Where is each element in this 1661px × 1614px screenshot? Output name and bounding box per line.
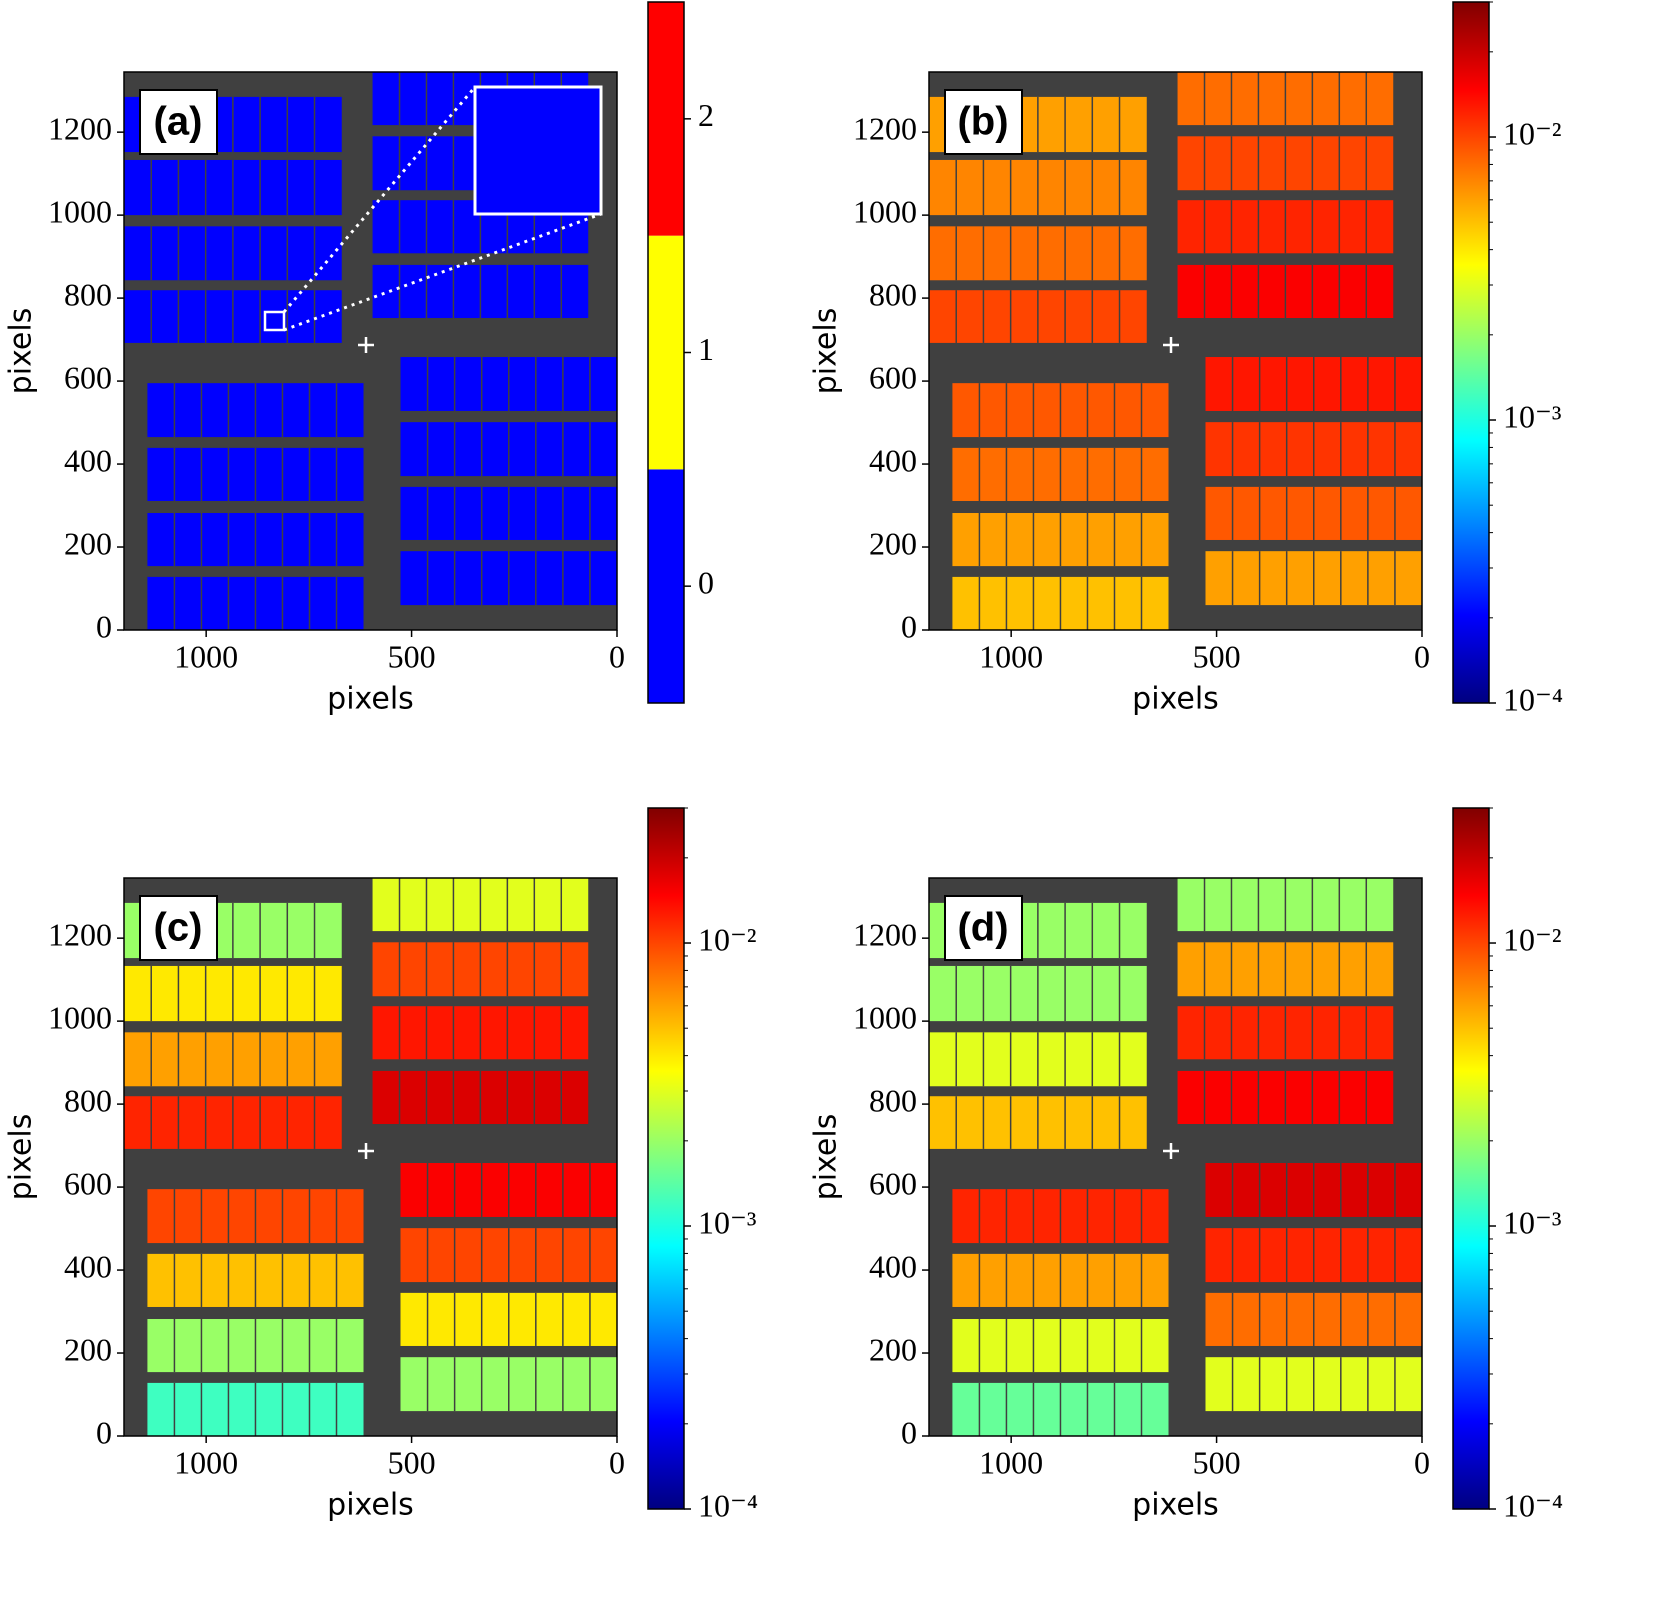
colorbar-tick-label: 10⁻² xyxy=(1503,921,1561,957)
beam-center xyxy=(1163,1143,1179,1159)
colorbar xyxy=(1453,2,1489,703)
y-axis-label: pixels xyxy=(809,308,844,395)
y-tick-label: 0 xyxy=(96,1414,112,1450)
panel-label-box xyxy=(944,89,1023,155)
x-tick-label: 1000 xyxy=(979,1444,1043,1480)
y-axis-label: pixels xyxy=(4,308,39,395)
x-tick-label: 0 xyxy=(1414,1444,1430,1480)
x-tick-label: 1000 xyxy=(174,1444,238,1480)
y-tick-label: 1200 xyxy=(48,110,112,146)
y-tick-label: 0 xyxy=(901,608,917,644)
y-tick-label: 0 xyxy=(96,608,112,644)
panel-label: (c) xyxy=(154,906,203,950)
inset-source xyxy=(263,310,286,332)
colorbar-frame xyxy=(1452,1,1490,704)
x-axis-label: pixels xyxy=(327,682,414,717)
colorbar-tick-label: 10⁻³ xyxy=(698,1204,756,1240)
x-tick-label: 0 xyxy=(609,1444,625,1480)
inset xyxy=(473,85,603,216)
y-tick-label: 400 xyxy=(869,1248,917,1284)
inset-connector xyxy=(282,86,602,332)
x-tick-label: 0 xyxy=(1414,638,1430,674)
panel-label-box xyxy=(944,895,1023,961)
y-tick-label: 800 xyxy=(869,276,917,312)
y-tick-label: 1000 xyxy=(853,193,917,229)
plot-frame xyxy=(928,71,1423,631)
plot-frame xyxy=(123,71,618,631)
colorbar-segment xyxy=(648,469,684,703)
panel-label-box xyxy=(139,89,218,155)
y-tick-label: 1000 xyxy=(48,193,112,229)
y-tick-label: 1200 xyxy=(48,916,112,952)
x-axis-label: pixels xyxy=(1132,1488,1219,1523)
beam-center xyxy=(358,1143,374,1159)
panel-label: (b) xyxy=(957,100,1008,144)
y-tick-label: 400 xyxy=(64,1248,112,1284)
y-tick-label: 600 xyxy=(64,359,112,395)
y-tick-label: 1200 xyxy=(853,110,917,146)
panel-label: (d) xyxy=(957,906,1008,950)
colorbar-tick-label: 10⁻⁴ xyxy=(1503,1487,1563,1523)
y-tick-label: 600 xyxy=(869,1165,917,1201)
plot-frame xyxy=(928,877,1423,1437)
beam-center xyxy=(1163,337,1179,353)
colorbar-tick-label: 1 xyxy=(698,331,714,367)
y-axis-label: pixels xyxy=(809,1114,844,1201)
y-tick-label: 800 xyxy=(64,276,112,312)
panel-label: (a) xyxy=(154,100,203,144)
y-tick-label: 400 xyxy=(64,442,112,478)
colorbar xyxy=(1453,808,1489,1509)
y-tick-label: 200 xyxy=(64,1331,112,1367)
y-tick-label: 1000 xyxy=(48,999,112,1035)
y-tick-label: 1200 xyxy=(853,916,917,952)
y-tick-label: 200 xyxy=(869,525,917,561)
y-tick-label: 600 xyxy=(869,359,917,395)
colorbar-segment xyxy=(648,235,684,470)
colorbar-frame xyxy=(647,807,685,1510)
colorbar-tick-label: 10⁻³ xyxy=(1503,1204,1561,1240)
y-axis-label: pixels xyxy=(4,1114,39,1201)
x-tick-label: 0 xyxy=(609,638,625,674)
x-tick-label: 1000 xyxy=(979,638,1043,674)
colorbar-tick-label: 10⁻⁴ xyxy=(1503,681,1563,717)
x-axis-label: pixels xyxy=(1132,682,1219,717)
y-tick-label: 800 xyxy=(869,1082,917,1118)
y-tick-label: 0 xyxy=(901,1414,917,1450)
y-tick-label: 800 xyxy=(64,1082,112,1118)
colorbar-tick-label: 10⁻⁴ xyxy=(698,1487,758,1523)
y-tick-label: 600 xyxy=(64,1165,112,1201)
x-tick-label: 1000 xyxy=(174,638,238,674)
colorbar-tick-label: 10⁻² xyxy=(1503,115,1561,151)
colorbar-frame xyxy=(1452,807,1490,1510)
panel-label-box xyxy=(139,895,218,961)
beam-center xyxy=(358,337,374,353)
x-tick-label: 500 xyxy=(388,1444,436,1480)
x-tick-label: 500 xyxy=(388,638,436,674)
y-tick-label: 200 xyxy=(869,1331,917,1367)
colorbar-tick-label: 10⁻² xyxy=(698,921,756,957)
colorbar-tick-label: 2 xyxy=(698,97,714,133)
colorbar-segment xyxy=(648,2,684,236)
y-tick-label: 200 xyxy=(64,525,112,561)
x-tick-label: 500 xyxy=(1193,638,1241,674)
x-axis-label: pixels xyxy=(327,1488,414,1523)
colorbar-tick-label: 0 xyxy=(698,565,714,601)
colorbar-tick-label: 10⁻³ xyxy=(1503,398,1561,434)
colorbar xyxy=(648,808,684,1509)
y-tick-label: 400 xyxy=(869,442,917,478)
plot-frame xyxy=(123,877,618,1437)
y-tick-label: 1000 xyxy=(853,999,917,1035)
x-tick-label: 500 xyxy=(1193,1444,1241,1480)
